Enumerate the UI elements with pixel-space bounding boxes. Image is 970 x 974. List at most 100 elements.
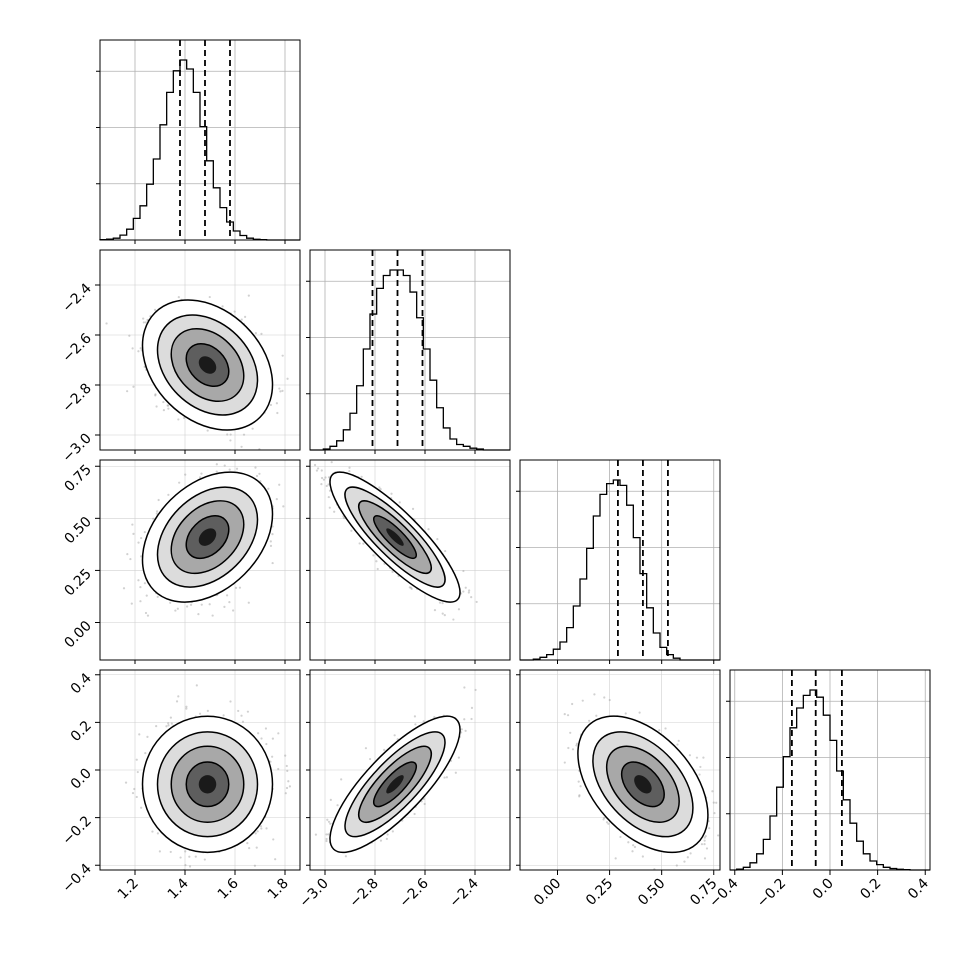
sample-point: [198, 712, 202, 715]
panel-frame: [99, 459, 301, 661]
sample-point: [269, 540, 272, 543]
sample-point: [463, 686, 466, 689]
sample-point: [137, 350, 140, 353]
sample-point: [237, 709, 240, 713]
sample-point: [146, 735, 149, 738]
panel-2-0: 0.00 0.25 0.50 0.75: [61, 459, 301, 664]
sample-point: [271, 561, 274, 565]
sample-point: [348, 469, 351, 473]
sample-point: [711, 790, 714, 793]
sample-point: [608, 698, 611, 702]
sample-point: [325, 839, 328, 843]
sample-point: [699, 765, 702, 769]
x-tick-label: 0.50: [635, 876, 668, 909]
sample-point: [195, 684, 198, 687]
sample-point: [155, 405, 158, 408]
sample-point: [462, 569, 465, 573]
sample-point: [260, 332, 263, 335]
sample-point: [317, 873, 319, 875]
sample-point: [575, 744, 578, 747]
sample-point: [167, 404, 170, 407]
sample-point: [427, 528, 430, 531]
sample-point: [139, 585, 142, 589]
sample-point: [698, 773, 701, 776]
sample-point: [325, 837, 328, 841]
sample-point: [140, 536, 143, 540]
sample-point: [240, 445, 243, 448]
panel-2-2: [516, 459, 721, 664]
panel-2-1: [306, 439, 511, 664]
sample-point: [223, 464, 226, 467]
sample-point: [717, 834, 720, 837]
sample-point: [627, 841, 630, 844]
sample-point: [228, 601, 231, 604]
sample-point: [278, 387, 281, 390]
sample-point: [457, 608, 461, 611]
sample-point: [581, 699, 584, 702]
sample-point: [313, 875, 315, 877]
x-tick-label: 1.8: [265, 876, 292, 903]
sample-point: [167, 724, 170, 727]
histogram-3: [730, 689, 930, 871]
sample-point: [340, 778, 343, 781]
sample-point: [313, 439, 315, 441]
x-tick-label: −2.6: [396, 875, 431, 910]
sample-point: [364, 747, 368, 750]
sample-point: [254, 331, 257, 335]
sample-point: [593, 693, 596, 696]
sample-point: [708, 827, 711, 830]
sample-point: [330, 461, 333, 464]
sample-point: [271, 533, 274, 536]
sample-point: [233, 310, 236, 313]
sample-point: [158, 850, 161, 853]
y-tick-label: 0.0: [68, 766, 95, 793]
histogram-0: [99, 59, 300, 241]
sample-point: [169, 601, 172, 604]
sample-point: [325, 484, 328, 488]
sample-point: [470, 717, 473, 721]
sample-point: [142, 321, 145, 324]
histogram-1: [310, 269, 510, 451]
sample-point: [260, 737, 263, 740]
sample-point: [715, 801, 718, 804]
sample-point: [285, 764, 288, 768]
sample-point: [686, 856, 689, 859]
sample-point: [185, 707, 188, 710]
sample-point: [269, 544, 273, 547]
sample-point: [248, 847, 251, 850]
sample-point: [197, 613, 200, 616]
sample-point: [275, 402, 278, 405]
sample-point: [167, 407, 170, 410]
sample-point: [287, 780, 290, 783]
sample-point: [315, 469, 319, 472]
sample-point: [713, 812, 716, 815]
sample-point: [269, 403, 273, 407]
sample-point: [321, 874, 323, 876]
sample-point: [410, 587, 413, 590]
sample-point: [206, 429, 209, 432]
x-tick-label: 0.00: [531, 876, 564, 909]
sample-point: [436, 537, 439, 541]
sample-point: [177, 418, 180, 421]
sample-point: [144, 611, 148, 615]
sample-point: [577, 780, 580, 783]
sample-point: [122, 587, 126, 590]
sample-point: [168, 452, 170, 454]
sample-point: [362, 542, 365, 545]
sample-point: [228, 468, 231, 471]
sample-point: [154, 393, 157, 396]
sample-point: [264, 727, 268, 730]
sample-point: [234, 586, 238, 589]
sample-point: [208, 295, 211, 299]
sample-point: [327, 483, 330, 486]
panel-frame: [519, 459, 721, 661]
sample-point: [464, 729, 467, 732]
sample-point: [247, 601, 250, 604]
sample-point: [140, 806, 143, 809]
sample-point: [452, 618, 455, 621]
sample-point: [203, 858, 206, 861]
sample-point: [314, 833, 318, 836]
sample-point: [169, 716, 172, 719]
sample-point: [222, 714, 225, 717]
